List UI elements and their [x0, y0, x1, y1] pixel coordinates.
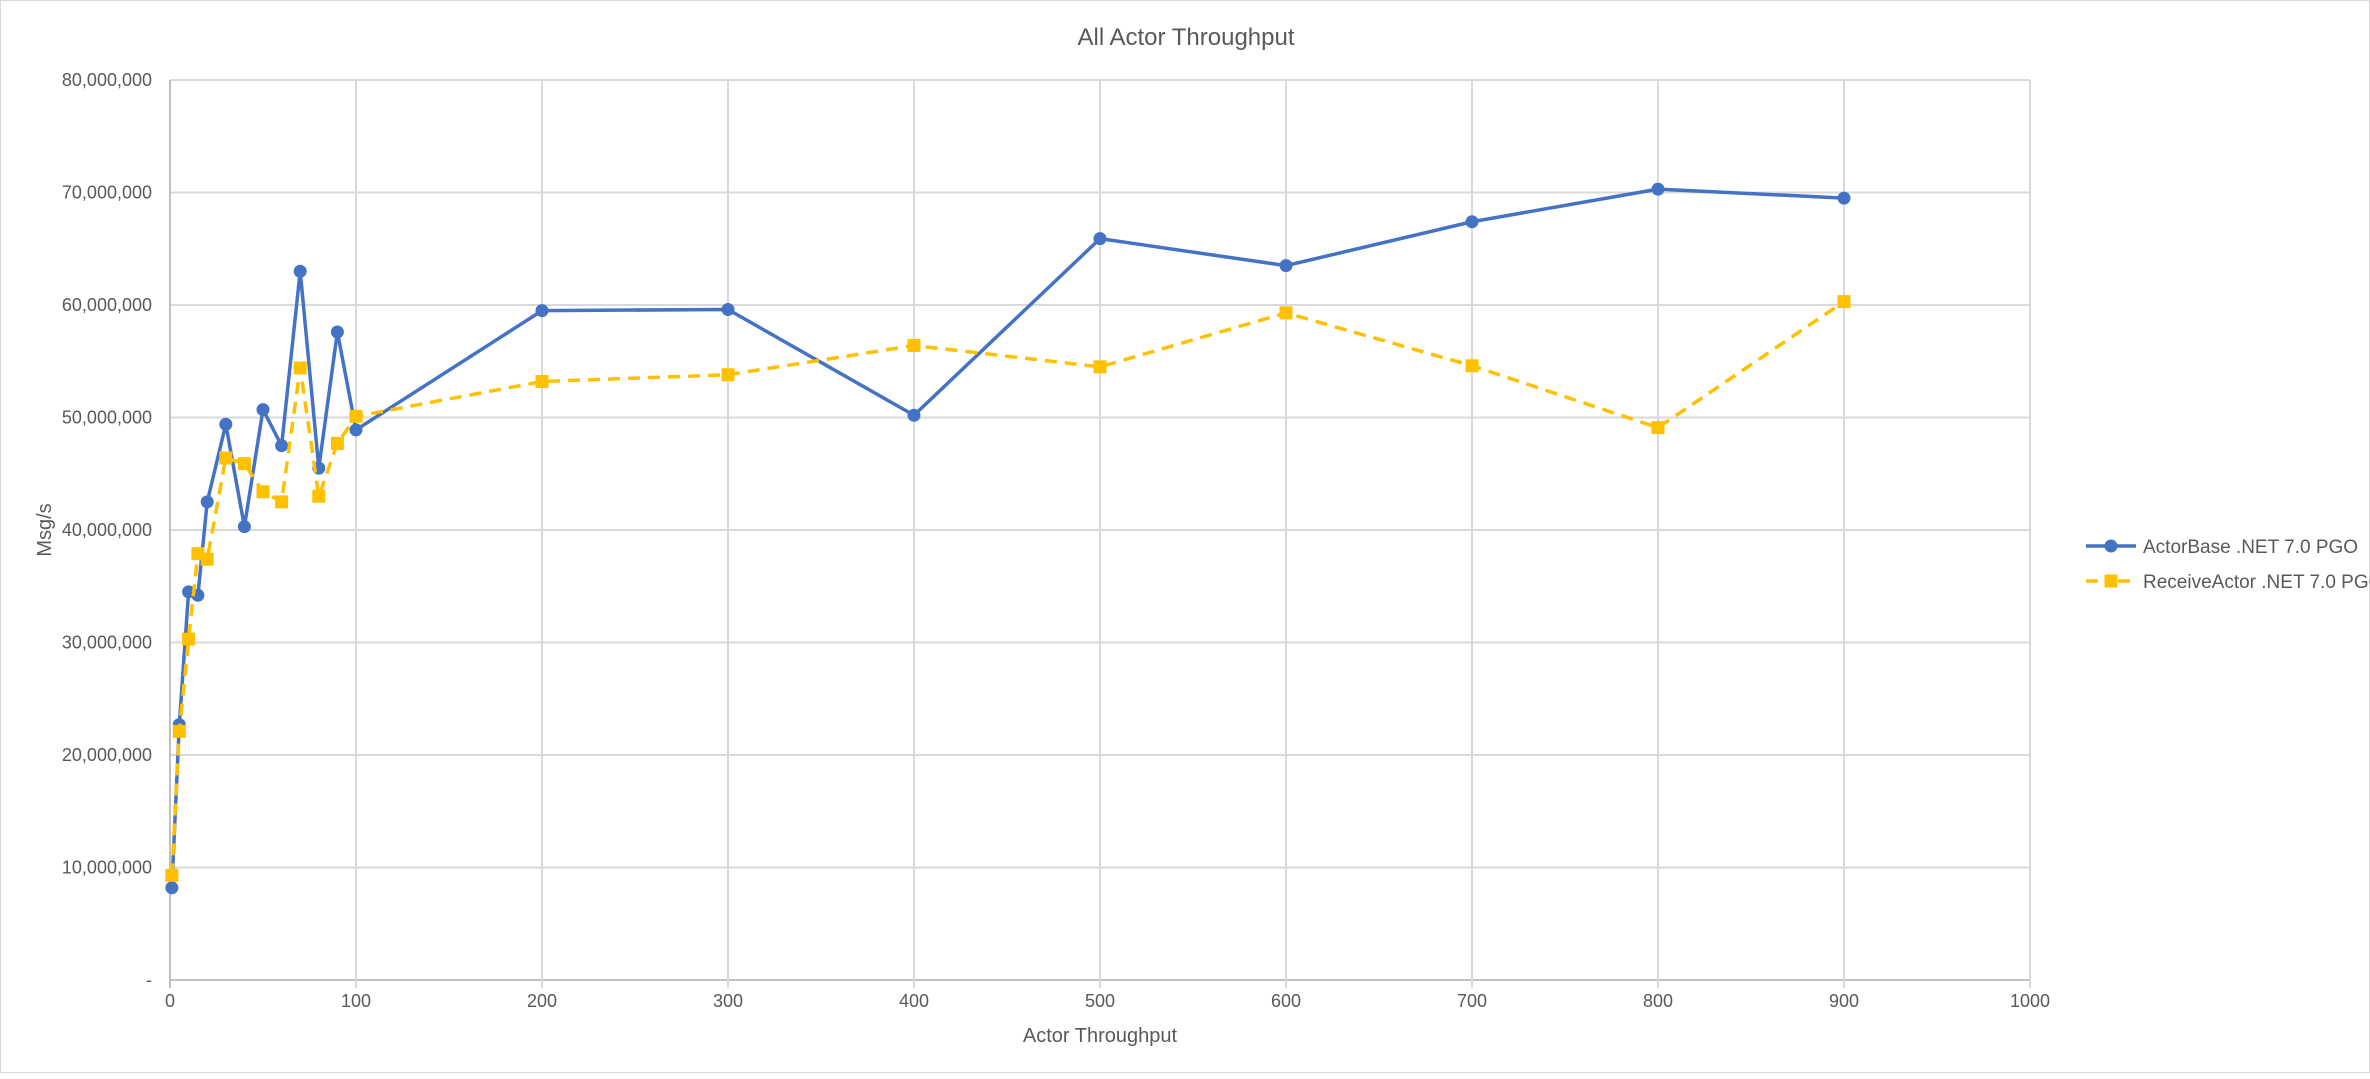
x-tick-label: 500	[1085, 991, 1115, 1011]
data-point-marker	[237, 520, 251, 534]
y-tick-label: 80,000,000	[62, 70, 152, 90]
y-tick-label: 30,000,000	[62, 633, 152, 653]
data-point-marker	[275, 439, 289, 453]
x-tick-label: 1000	[2010, 991, 2050, 1011]
data-point-marker	[200, 552, 214, 566]
x-tick-label: 300	[713, 991, 743, 1011]
legend-label: ReceiveActor .NET 7.0 PGO	[2143, 572, 2370, 593]
data-point-marker	[535, 304, 549, 318]
data-point-marker	[1837, 191, 1851, 205]
x-axis-label: Actor Throughput	[1023, 1025, 1178, 1047]
data-point-marker	[1093, 232, 1107, 246]
x-tick-label: 700	[1457, 991, 1487, 1011]
data-point-marker	[219, 417, 233, 431]
y-tick-label: -	[146, 970, 152, 990]
x-tick-label: 200	[527, 991, 557, 1011]
y-tick-label: 70,000,000	[62, 183, 152, 203]
data-point-marker	[1651, 182, 1665, 196]
data-point-marker	[349, 409, 363, 423]
data-point-marker	[1837, 295, 1851, 309]
data-point-marker	[1651, 421, 1665, 435]
y-tick-label: 20,000,000	[62, 745, 152, 765]
series-line-0	[170, 187, 1845, 888]
data-point-marker	[165, 868, 179, 882]
data-point-marker	[172, 724, 186, 738]
y-tick-label: 10,000,000	[62, 858, 152, 878]
chart-title: All Actor Throughput	[1077, 24, 1294, 51]
data-point-marker	[535, 375, 549, 388]
data-point-marker	[721, 368, 735, 382]
data-point-marker	[256, 485, 270, 499]
data-point-marker	[275, 495, 289, 509]
y-tick-label: 50,000,000	[62, 408, 152, 428]
x-tick-label: 0	[165, 991, 175, 1011]
data-point-marker	[219, 451, 233, 465]
x-tick-label: 900	[1829, 991, 1859, 1011]
legend-label: ActorBase .NET 7.0 PGO	[2143, 537, 2358, 558]
x-tick-label: 800	[1643, 991, 1673, 1011]
data-point-marker	[200, 495, 214, 509]
data-point-marker	[349, 423, 363, 437]
data-point-marker	[237, 457, 251, 471]
data-point-marker	[293, 264, 307, 278]
data-point-marker	[1279, 306, 1293, 320]
y-tick-label: 60,000,000	[62, 295, 152, 315]
legend-square-icon	[2104, 574, 2118, 588]
y-axis-label: Msg/s	[34, 503, 56, 556]
legend: ActorBase .NET 7.0 PGO ReceiveActor .NET …	[2086, 537, 2370, 593]
x-tick-label: 400	[899, 991, 929, 1011]
x-tick-label: 100	[341, 991, 371, 1011]
data-point-marker	[312, 489, 326, 503]
data-point-marker	[1093, 360, 1107, 374]
data-point-marker	[907, 408, 921, 422]
data-point-marker	[1279, 259, 1293, 273]
data-point-marker	[165, 881, 179, 895]
data-point-marker	[293, 361, 307, 375]
data-point-marker	[907, 339, 921, 352]
data-point-marker	[256, 403, 270, 417]
data-point-marker	[330, 325, 344, 339]
y-tick-label: 40,000,000	[62, 520, 152, 540]
legend-circle-icon	[2104, 539, 2118, 553]
data-point-marker	[182, 632, 196, 646]
data-point-marker	[1465, 215, 1479, 229]
data-point-marker	[721, 303, 735, 316]
data-point-marker	[1465, 359, 1479, 373]
data-point-marker	[330, 436, 344, 450]
x-tick-label: 600	[1271, 991, 1301, 1011]
